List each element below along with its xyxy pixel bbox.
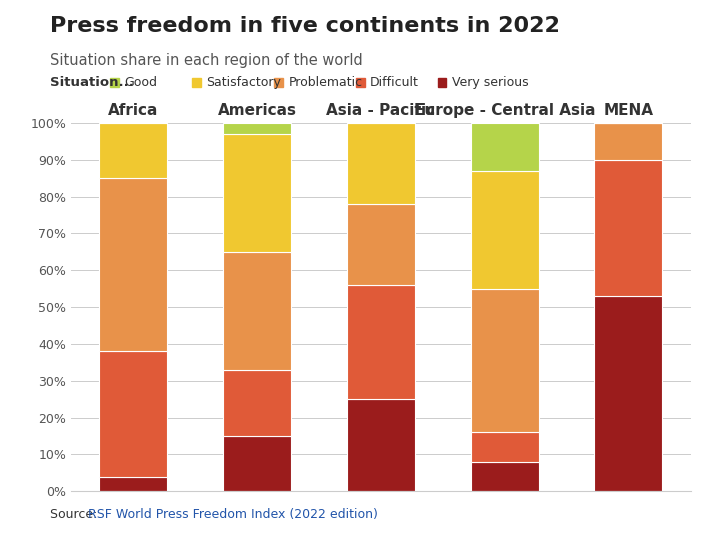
Bar bbox=[471, 123, 539, 171]
Bar bbox=[100, 351, 167, 476]
Bar bbox=[595, 123, 662, 160]
Text: Press freedom in five continents in 2022: Press freedom in five continents in 2022 bbox=[50, 16, 560, 36]
Bar bbox=[223, 252, 291, 370]
Bar bbox=[100, 123, 167, 178]
Bar bbox=[223, 370, 291, 436]
Bar bbox=[100, 476, 167, 491]
Bar bbox=[347, 399, 415, 491]
Text: Situation share in each region of the world: Situation share in each region of the wo… bbox=[50, 53, 362, 68]
Bar bbox=[347, 123, 415, 204]
Text: RSF World Press Freedom Index (2022 edition): RSF World Press Freedom Index (2022 edit… bbox=[88, 508, 378, 521]
Text: Situation...: Situation... bbox=[50, 76, 134, 89]
Bar bbox=[223, 134, 291, 252]
Bar bbox=[595, 160, 662, 296]
Text: Source:: Source: bbox=[50, 508, 101, 521]
Bar bbox=[347, 204, 415, 285]
Bar bbox=[471, 288, 539, 433]
Bar bbox=[347, 285, 415, 399]
Bar bbox=[595, 296, 662, 491]
Bar bbox=[223, 123, 291, 134]
Text: Difficult: Difficult bbox=[370, 76, 419, 89]
Text: Very serious: Very serious bbox=[452, 76, 529, 89]
Bar bbox=[471, 171, 539, 288]
Text: Good: Good bbox=[125, 76, 157, 89]
Text: Problematic: Problematic bbox=[288, 76, 362, 89]
Bar bbox=[471, 433, 539, 462]
Bar bbox=[471, 462, 539, 491]
Text: Satisfactory: Satisfactory bbox=[206, 76, 281, 89]
Bar bbox=[100, 178, 167, 351]
Bar bbox=[223, 436, 291, 491]
